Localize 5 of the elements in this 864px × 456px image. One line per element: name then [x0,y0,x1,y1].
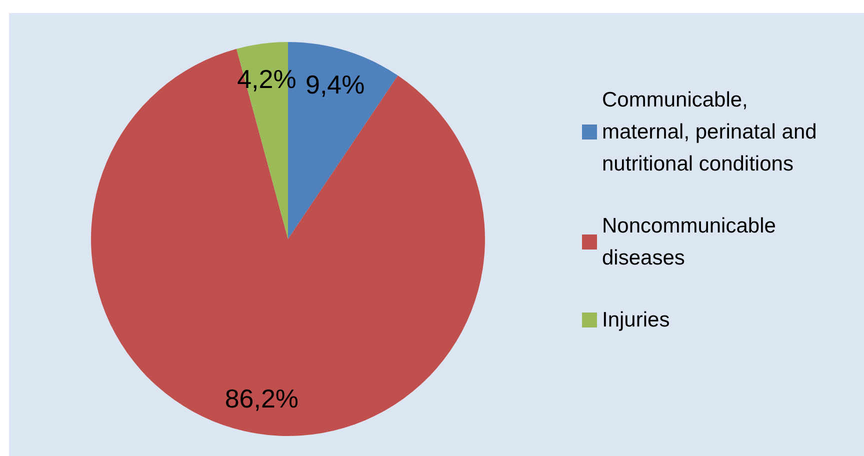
data-label: 86,2% [224,383,299,414]
legend-label: Noncommunicable diseases [602,214,782,270]
data-label: 9,4% [305,69,365,100]
legend-label: Communicable, maternal, perinatal and nutritional conditions [602,88,823,176]
legend-label: Injuries [602,308,670,332]
